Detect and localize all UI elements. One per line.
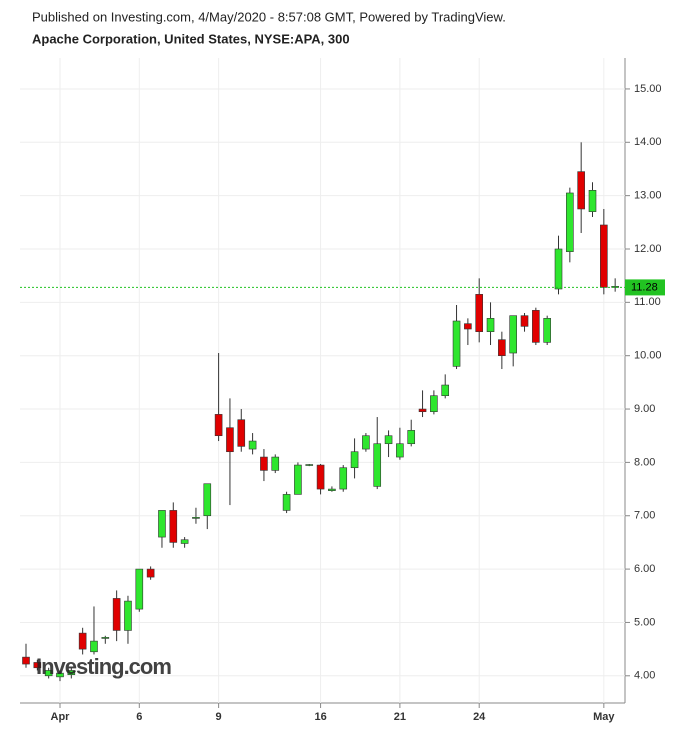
candle-body: [135, 568, 144, 610]
y-tick-label: 15.00: [634, 83, 662, 95]
x-tick-label: 24: [473, 711, 486, 723]
y-tick-label: 9.00: [634, 403, 655, 415]
y-tick-label: 7.00: [634, 510, 655, 522]
x-tick-label: 16: [314, 711, 326, 723]
candle-body: [407, 430, 416, 445]
candle-body: [464, 323, 472, 330]
candle-body: [498, 339, 506, 356]
candle-body: [294, 464, 302, 495]
candle-body: [373, 443, 382, 487]
candle-body: [214, 414, 223, 437]
candle-body: [271, 456, 280, 471]
candle-body: [226, 427, 234, 453]
last-price-label: 11.28: [631, 281, 658, 293]
candle-body: [112, 598, 121, 631]
candle-body: [169, 510, 178, 543]
candle-body: [328, 488, 336, 491]
candle-body: [203, 483, 212, 517]
last-price-box: [625, 279, 665, 296]
candle-body: [452, 320, 461, 367]
candle-body: [566, 192, 574, 252]
candle-body: [384, 435, 393, 445]
candle-body: [396, 443, 404, 458]
candle-body: [441, 384, 450, 397]
candle-body: [600, 224, 608, 288]
candle-body: [475, 294, 484, 332]
candle-body: [67, 670, 76, 676]
x-tick-label: May: [593, 711, 615, 723]
candle-body: [44, 670, 53, 677]
candle-body: [158, 510, 166, 538]
y-tick-label: 11.00: [634, 296, 661, 308]
candle-body: [22, 656, 30, 665]
x-tick-label: 9: [216, 711, 222, 723]
candle-body: [350, 451, 359, 469]
candle-body: [316, 464, 325, 490]
candle-body: [577, 171, 585, 210]
y-tick-label: 4.00: [634, 670, 655, 682]
y-tick-label: 12.00: [634, 243, 662, 255]
y-tick-label: 14.00: [634, 136, 662, 148]
candle-body: [124, 600, 132, 631]
x-tick-label: Apr: [51, 711, 71, 723]
candle-body: [101, 637, 110, 639]
y-tick-label: 10.00: [634, 350, 662, 362]
published: Published on Investing.com, 4/May/2020 -…: [32, 9, 506, 24]
candle-body: [532, 310, 540, 343]
candle-body: [33, 662, 42, 669]
candle-body: [362, 435, 370, 450]
candle-body: [90, 640, 98, 653]
candle-body: [418, 408, 427, 413]
candle-body: [260, 456, 268, 471]
candle-body: [588, 190, 597, 212]
candle-body: [146, 568, 155, 578]
y-tick-label: 6.00: [634, 563, 655, 575]
y-tick-label: 8.00: [634, 456, 655, 468]
candle-body: [520, 315, 529, 327]
candle-body: [248, 440, 257, 450]
candle-body: [237, 419, 246, 447]
chart-title: Apache Corporation, United States, NYSE:…: [32, 31, 350, 46]
y-tick-label: 13.00: [634, 190, 662, 202]
candle-body: [509, 315, 517, 354]
candle-body: [78, 632, 87, 650]
candle-body: [430, 395, 438, 413]
candle-body: [554, 248, 563, 290]
candle-body: [56, 672, 64, 678]
candle-body: [486, 318, 495, 332]
candle-body: [339, 467, 348, 490]
x-tick-label: 6: [136, 711, 142, 723]
watermark: Investing.com: [36, 654, 171, 679]
y-tick-label: 5.00: [634, 616, 655, 628]
x-tick-label: 21: [394, 711, 406, 723]
candle-body: [611, 286, 619, 288]
candle-body: [305, 464, 314, 466]
candle-body: [192, 517, 200, 519]
candle-body: [180, 539, 189, 544]
candle-body: [282, 494, 291, 511]
candle-body: [543, 318, 551, 343]
